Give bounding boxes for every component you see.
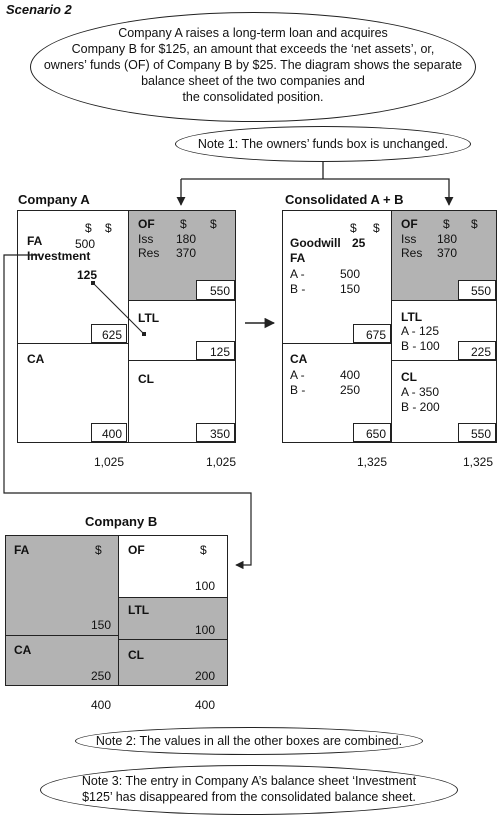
ltl-link-dot: [142, 332, 146, 336]
note1-bracket-line: [181, 179, 449, 205]
investment-link-line: [93, 283, 144, 334]
investment-to-company-b-arrow: [4, 255, 251, 565]
investment-link-dot: [91, 281, 95, 285]
